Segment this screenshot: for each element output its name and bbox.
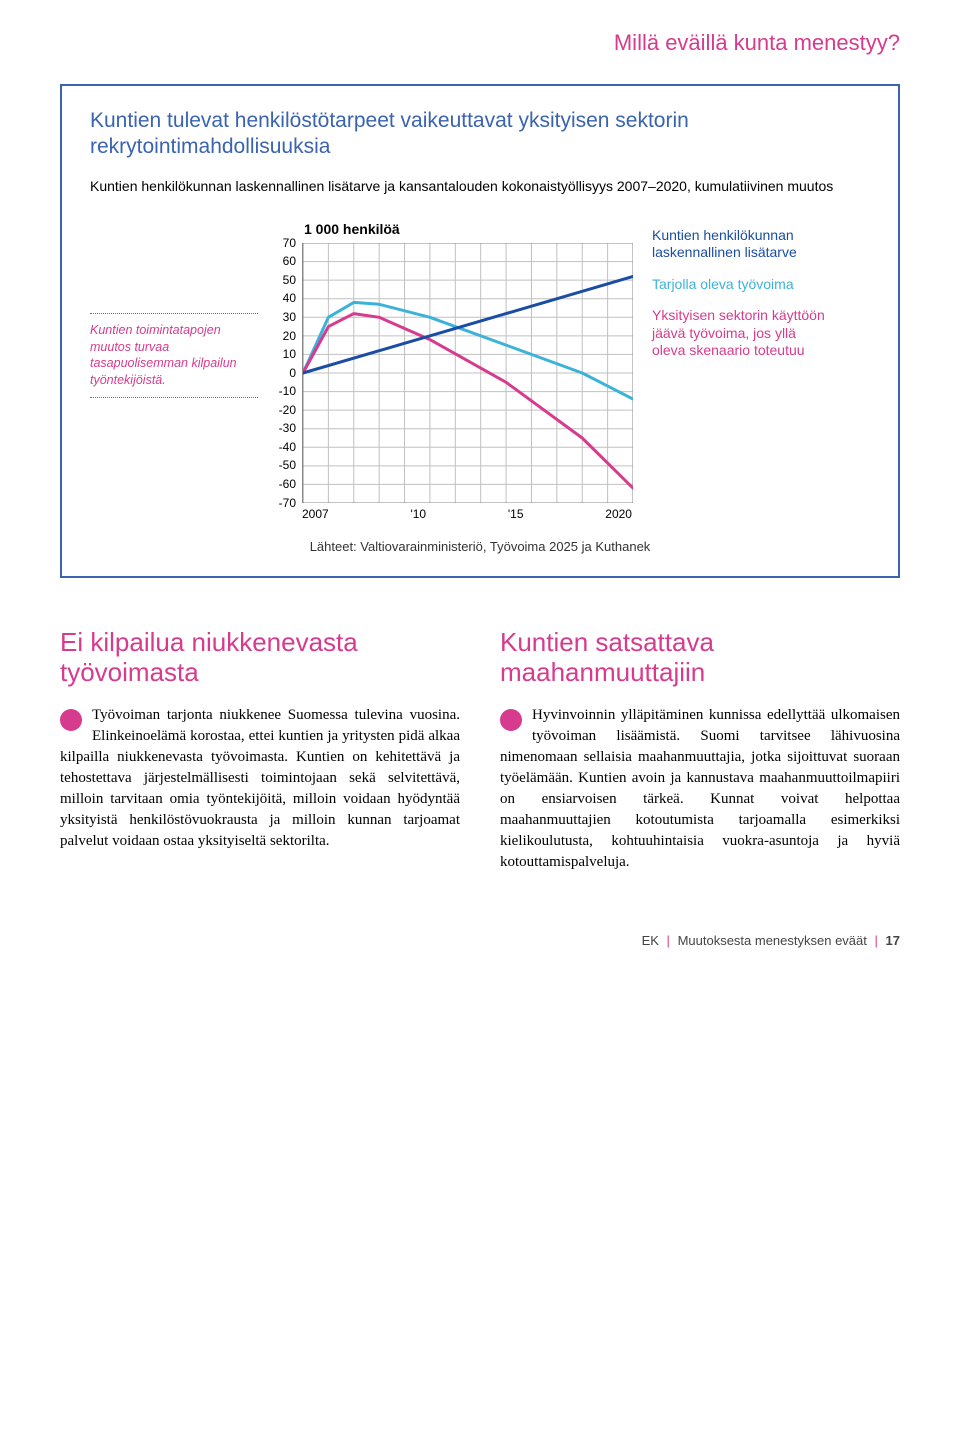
chart-legend: Kuntien henkilökunnan laskennallinen lis…: [646, 221, 826, 360]
text-columns: Ei kilpailua niukkenevasta työvoimasta T…: [60, 628, 900, 874]
page-header-title: Millä eväillä kunta menestyy?: [60, 30, 900, 56]
column-right-heading: Kuntien satsattava maahanmuuttajiin: [500, 628, 900, 688]
footer-sep-icon: |: [875, 933, 878, 948]
chart-xtick: 2020: [605, 507, 632, 521]
chart-plot-column: 1 000 henkilöä 706050403020100-10-20-30-…: [272, 221, 632, 521]
legend-item-yksityinen: Yksityisen sektorin käyttöön jäävä työvo…: [652, 307, 826, 360]
chart-body: Kuntien toimintatapojen muutos turvaa ta…: [90, 221, 870, 521]
legend-item-lisatarve: Kuntien henkilökunnan laskennallinen lis…: [652, 227, 826, 262]
chart-title: Kuntien tulevat henkilöstötarpeet vaikeu…: [90, 108, 870, 161]
chart-subtitle: Kuntien henkilökunnan laskennallinen lis…: [90, 177, 870, 195]
footer-ek: EK: [642, 933, 659, 948]
chart-plot: [302, 243, 632, 503]
chart-y-label: 1 000 henkilöä: [304, 221, 632, 237]
page-footer: EK | Muutoksesta menestyksen eväät | 17: [60, 933, 900, 948]
footer-sep-icon: |: [667, 933, 670, 948]
chart-xticks: 2007 '10 '15 2020: [302, 503, 632, 521]
column-left-heading: Ei kilpailua niukkenevasta työvoimasta: [60, 628, 460, 688]
chart-source: Lähteet: Valtiovarainministeriö, Työvoim…: [90, 539, 870, 554]
chart-sidenote: Kuntien toimintatapojen muutos turvaa ta…: [90, 313, 258, 399]
column-left: Ei kilpailua niukkenevasta työvoimasta T…: [60, 628, 460, 874]
column-right-body: Hyvinvoinnin ylläpitäminen kunnissa edel…: [500, 705, 900, 873]
chart-xtick: '10: [410, 507, 426, 521]
chart-panel: Kuntien tulevat henkilöstötarpeet vaikeu…: [60, 84, 900, 578]
chart-yticks: 706050403020100-10-20-30-40-50-60-70: [272, 243, 302, 503]
footer-title: Muutoksesta menestyksen eväät: [678, 933, 867, 948]
column-right: Kuntien satsattava maahanmuuttajiin Hyvi…: [500, 628, 900, 874]
legend-item-tarjolla: Tarjolla oleva työvoima: [652, 276, 826, 294]
column-left-body: Työvoiman tarjonta niukkenee Suomessa tu…: [60, 705, 460, 852]
footer-page-number: 17: [886, 933, 900, 948]
chart-xtick: '15: [508, 507, 524, 521]
chart-xtick: 2007: [302, 507, 329, 521]
